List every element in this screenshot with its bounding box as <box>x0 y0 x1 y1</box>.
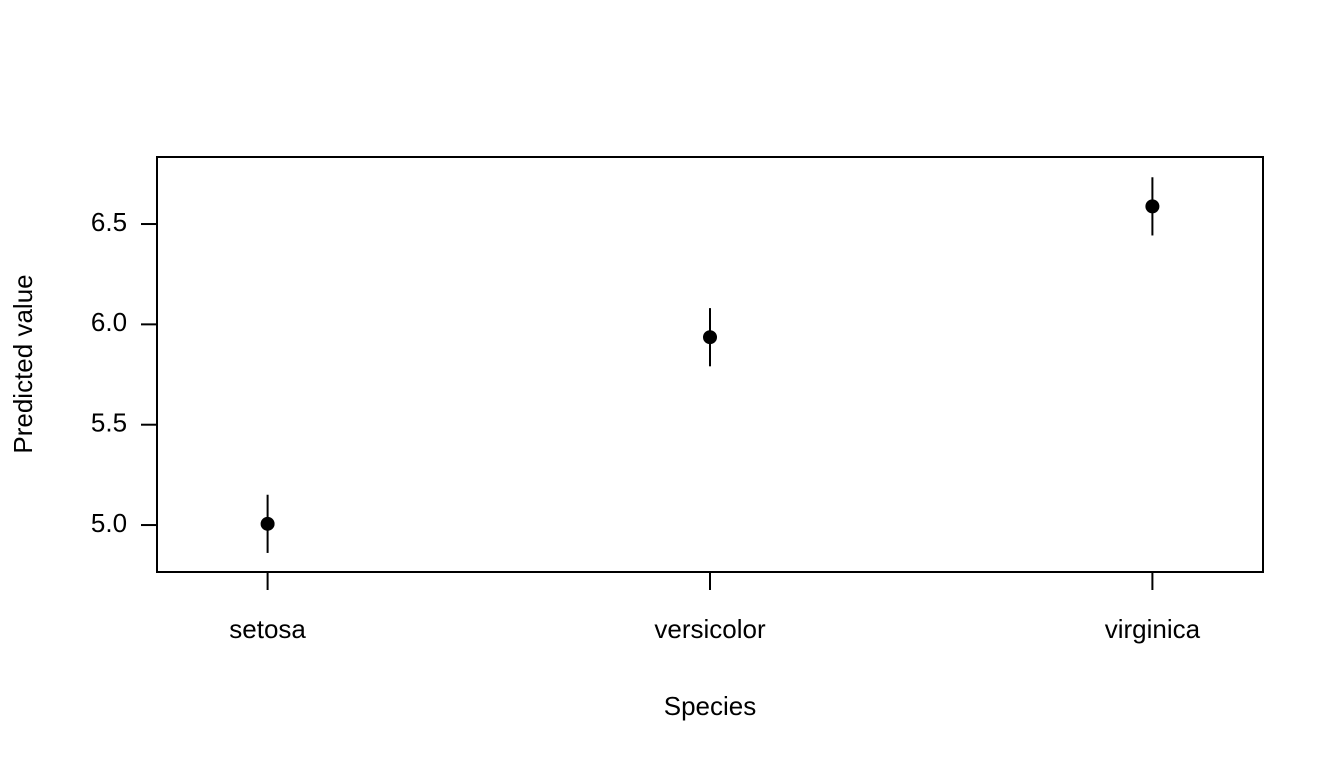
y-axis-title: Predicted value <box>8 274 38 453</box>
point <box>260 516 275 531</box>
y-tick-label: 6.5 <box>91 207 127 237</box>
x-tick-label: virginica <box>1105 614 1201 644</box>
point <box>703 330 717 345</box>
x-axis-title: Species <box>664 691 757 721</box>
y-tick-label: 6.0 <box>91 307 127 337</box>
x-tick-label: versicolor <box>654 614 766 644</box>
y-tick-label: 5.5 <box>91 408 127 438</box>
point <box>1145 199 1160 214</box>
y-tick-label: 5.0 <box>91 508 127 538</box>
x-tick-label: setosa <box>229 614 306 644</box>
